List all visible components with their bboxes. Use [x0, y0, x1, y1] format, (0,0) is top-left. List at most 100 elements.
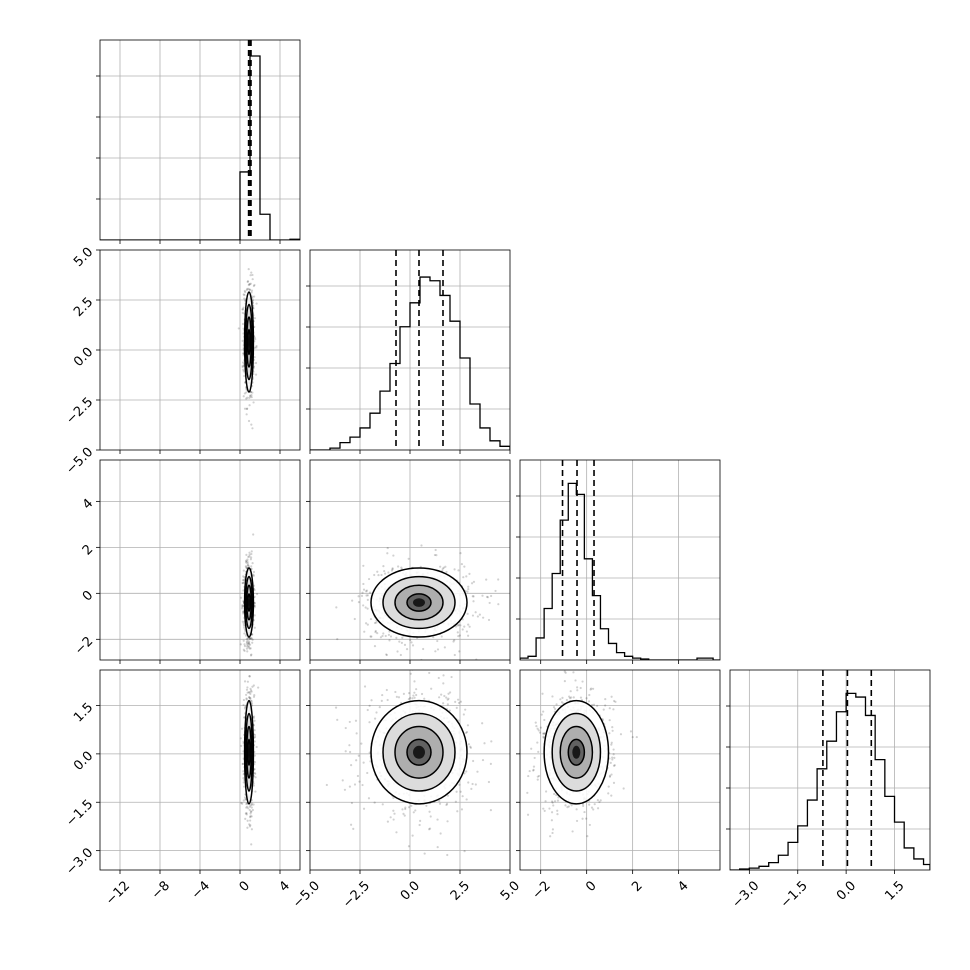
scatter-point: [246, 643, 249, 646]
scatter-point: [419, 819, 422, 822]
scatter-point: [242, 395, 245, 398]
scatter-point: [243, 293, 246, 297]
scatter-point: [245, 802, 248, 806]
scatter-point: [394, 690, 397, 694]
scatter-point: [244, 817, 247, 820]
scatter-point: [250, 653, 253, 656]
scatter-point: [497, 603, 500, 606]
histogram-step: [730, 692, 930, 870]
scatter-point: [478, 613, 481, 616]
scatter-point: [248, 288, 252, 291]
scatter-point: [448, 691, 452, 694]
scatter-point: [538, 731, 542, 734]
scatter-point: [241, 308, 245, 311]
scatter-point: [242, 368, 245, 371]
scatter-point: [476, 615, 479, 618]
scatter-point: [468, 625, 471, 628]
scatter-point: [576, 686, 579, 689]
scatter-point: [366, 607, 369, 610]
scatter-point: [602, 708, 605, 711]
scatter-point: [249, 697, 252, 700]
scatter-point: [612, 753, 615, 756]
density-layer: [335, 544, 500, 660]
scatter-point: [411, 697, 414, 700]
scatter-point: [385, 653, 388, 656]
scatter-point: [458, 783, 461, 786]
contour-line: [243, 699, 255, 805]
scatter-point: [397, 565, 400, 568]
scatter-point: [243, 626, 246, 629]
scatter-point: [248, 404, 251, 407]
scatter-point: [413, 680, 416, 683]
scatter-point: [428, 827, 432, 830]
scatter-point: [446, 794, 450, 797]
scatter-point: [245, 698, 248, 701]
scatter-point: [481, 722, 484, 725]
scatter-point: [440, 693, 443, 696]
scatter-point: [251, 295, 254, 298]
scatter-point: [409, 638, 412, 642]
scatter-point: [446, 703, 449, 706]
scatter-point: [239, 643, 242, 646]
scatter-point: [579, 696, 583, 699]
scatter-point: [386, 546, 389, 550]
scatter-point: [251, 562, 254, 565]
scatter-point: [245, 642, 249, 645]
scatter-point: [362, 564, 365, 567]
scatter-point: [442, 674, 445, 677]
scatter-point: [363, 630, 366, 633]
scatter-point: [388, 630, 391, 633]
scatter-point: [248, 691, 251, 694]
scatter-point: [244, 461, 246, 463]
scatter-point: [608, 719, 611, 722]
scatter-point: [443, 694, 446, 698]
scatter-point: [376, 570, 379, 573]
scatter-point: [255, 302, 258, 305]
scatter-point: [446, 698, 449, 701]
scatter-point: [486, 596, 490, 599]
scatter-point: [494, 589, 497, 593]
scatter-point: [246, 819, 249, 822]
scatter-point: [537, 774, 541, 778]
x-tick-label: 4: [675, 878, 691, 894]
scatter-point: [251, 665, 253, 667]
scatter-point: [418, 823, 421, 827]
scatter-point: [403, 643, 407, 646]
scatter-point: [374, 631, 377, 634]
scatter-point: [247, 419, 251, 423]
contour-line: [382, 575, 456, 630]
scatter-point: [245, 561, 248, 564]
scatter-point: [536, 775, 539, 778]
y-tick-label: 4: [80, 496, 96, 512]
scatter-point: [249, 274, 252, 277]
scatter-point: [497, 578, 500, 581]
scatter-point: [469, 746, 472, 749]
scatter-point: [474, 611, 477, 614]
scatter-point: [373, 621, 377, 625]
scatter-point: [542, 736, 545, 739]
scatter-point: [366, 598, 369, 602]
scatter-point: [357, 601, 361, 604]
scatter-point: [351, 599, 354, 602]
scatter-point: [552, 804, 555, 807]
scatter-point: [434, 548, 437, 552]
scatter-point: [348, 720, 351, 724]
scatter-point: [243, 407, 247, 410]
pair-panel-0-2: −2 0 2 4: [72, 459, 301, 664]
scatter-point: [587, 700, 591, 703]
scatter-point: [245, 397, 248, 400]
panel-frame: [99, 459, 301, 661]
scatter-point: [245, 806, 248, 809]
scatter-point: [397, 696, 401, 699]
scatter-point: [252, 784, 255, 787]
scatter-point: [402, 692, 405, 695]
scatter-point: [611, 726, 614, 729]
scatter-point: [375, 711, 378, 714]
scatter-point: [252, 695, 256, 698]
scatter-point: [609, 761, 612, 764]
scatter-point: [241, 322, 245, 326]
panel-frame: [519, 459, 721, 661]
panel-frame: [99, 669, 301, 871]
scatter-point: [439, 565, 442, 568]
